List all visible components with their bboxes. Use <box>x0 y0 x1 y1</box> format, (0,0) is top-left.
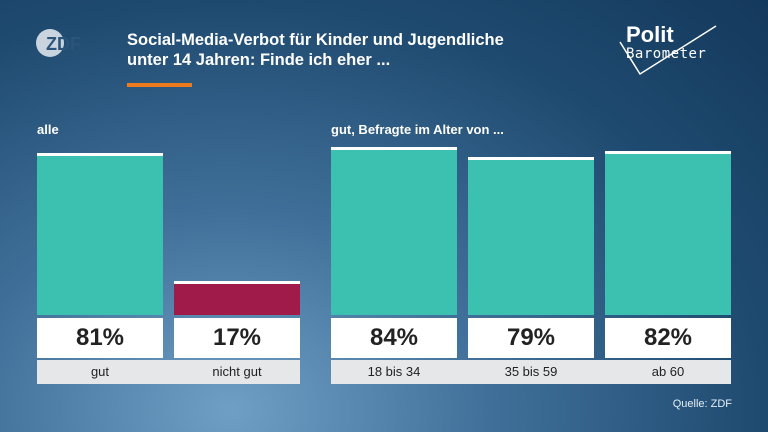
value-label-5: 82% <box>605 318 731 358</box>
category-label-5: ab 60 <box>605 360 731 384</box>
zdf-logo-text: ZDF <box>46 34 81 54</box>
value-label-3: 84% <box>331 318 457 358</box>
category-label-4: 35 bis 59 <box>468 360 594 384</box>
category-label-1: gut <box>37 360 163 384</box>
category-label-2: nicht gut <box>174 360 300 384</box>
bar-2 <box>174 281 300 315</box>
chart-title: Social-Media-Verbot für Kinder und Jugen… <box>127 30 587 70</box>
bar-4 <box>468 157 594 315</box>
category-band-gap-3 <box>594 360 605 384</box>
politbarometer-logo: Polit Barometer <box>610 22 725 77</box>
value-label-1: 81% <box>37 318 163 358</box>
group-label-age: gut, Befragte im Alter von ... <box>331 122 504 137</box>
title-accent-bar <box>127 83 192 87</box>
group-label-all: alle <box>37 122 59 137</box>
category-label-3: 18 bis 34 <box>331 360 457 384</box>
value-label-4: 79% <box>468 318 594 358</box>
checkmark-icon <box>619 25 717 76</box>
value-label-2: 17% <box>174 318 300 358</box>
source-text: Quelle: ZDF <box>672 398 732 410</box>
chart-title-line1: Social-Media-Verbot für Kinder und Jugen… <box>127 31 504 49</box>
brand-polit-text: Polit <box>626 22 674 47</box>
bar-1 <box>37 153 163 315</box>
bar-3 <box>331 147 457 315</box>
zdf-logo: ZDF <box>36 29 106 59</box>
bar-5 <box>605 151 731 315</box>
zdf-logo-circle <box>36 29 64 57</box>
chart-title-line2: unter 14 Jahren: Finde ich eher ... <box>127 51 391 69</box>
category-band-gap-2 <box>457 360 468 384</box>
category-band-gap-1 <box>163 360 174 384</box>
brand-barometer-text: Barometer <box>626 46 707 62</box>
